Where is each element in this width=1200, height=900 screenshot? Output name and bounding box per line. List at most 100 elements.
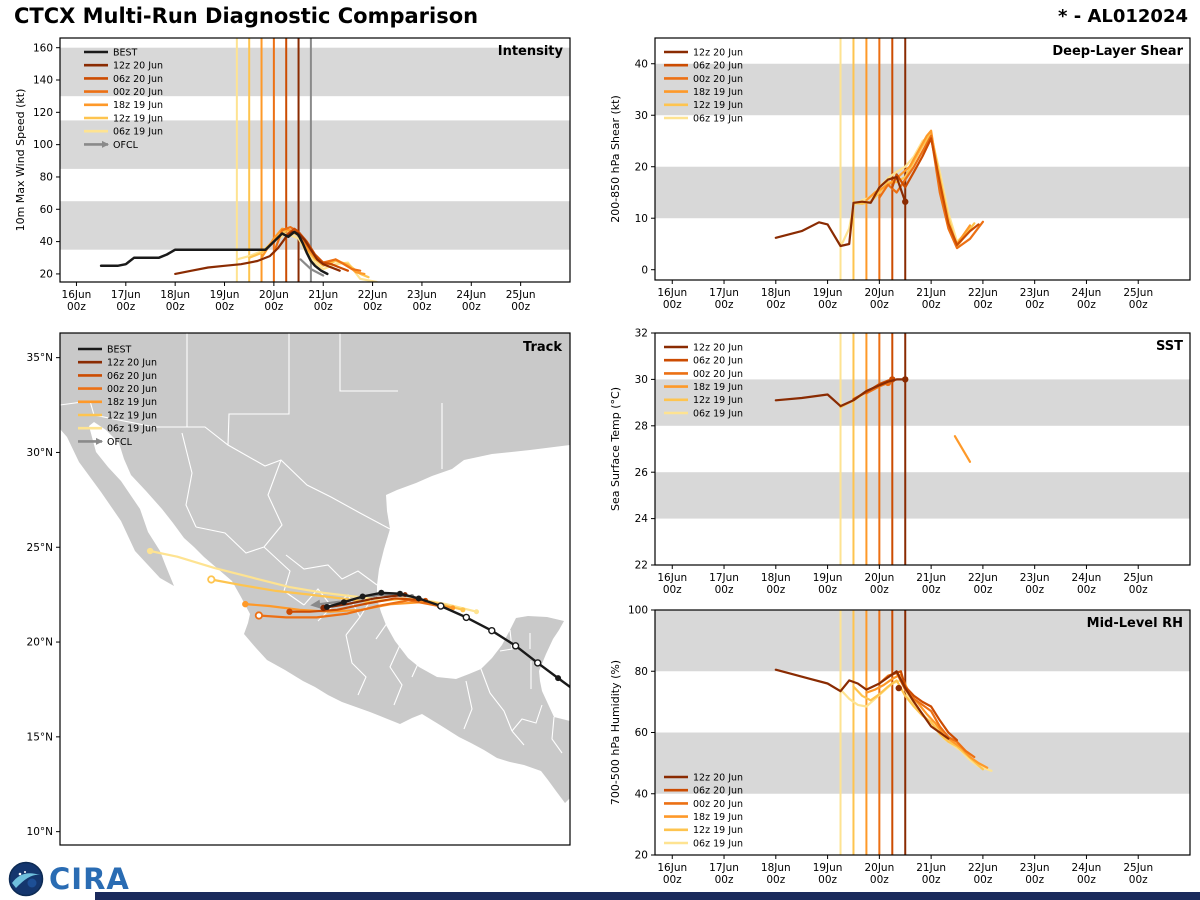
panel-rh: 16Jun00z17Jun00z18Jun00z19Jun00z20Jun00z… bbox=[609, 605, 1191, 886]
svg-text:00z: 00z bbox=[1077, 584, 1096, 596]
axes-frame bbox=[654, 37, 1191, 281]
state-border bbox=[411, 624, 423, 678]
state-border bbox=[263, 459, 283, 548]
svg-text:23Jun: 23Jun bbox=[1020, 572, 1050, 584]
svg-text:12z 19 Jun: 12z 19 Jun bbox=[693, 825, 743, 836]
svg-text:06z 20 Jun: 06z 20 Jun bbox=[693, 356, 743, 367]
svg-text:00z: 00z bbox=[766, 299, 785, 311]
svg-text:12z 20 Jun: 12z 20 Jun bbox=[693, 772, 743, 783]
svg-text:12z 19 Jun: 12z 19 Jun bbox=[693, 100, 743, 111]
rh-legend: 12z 20 Jun 06z 20 Jun 00z 20 Jun 18z 19 Jun… bbox=[664, 772, 743, 849]
svg-text:25Jun: 25Jun bbox=[1123, 572, 1153, 584]
svg-text:40: 40 bbox=[40, 236, 53, 248]
svg-text:00z: 00z bbox=[1129, 584, 1148, 596]
category-band bbox=[60, 47, 570, 97]
svg-text:120: 120 bbox=[33, 107, 53, 119]
svg-text:20: 20 bbox=[635, 161, 648, 173]
svg-text:24Jun: 24Jun bbox=[1072, 572, 1102, 584]
state-border bbox=[60, 400, 391, 530]
svg-text:21Jun: 21Jun bbox=[916, 862, 946, 874]
svg-text:35°N: 35°N bbox=[27, 352, 53, 364]
svg-text:18Jun: 18Jun bbox=[761, 862, 791, 874]
state-border bbox=[463, 680, 473, 730]
svg-text:00z: 00z bbox=[973, 874, 992, 886]
svg-text:06z 19 Jun: 06z 19 Jun bbox=[113, 127, 163, 138]
svg-text:00z: 00z bbox=[870, 584, 889, 596]
svg-text:00z: 00z bbox=[314, 301, 333, 313]
page-title: CTCX Multi-Run Diagnostic Comparison bbox=[14, 4, 479, 28]
svg-text:20Jun: 20Jun bbox=[259, 289, 289, 301]
svg-text:24: 24 bbox=[635, 513, 649, 525]
category-band bbox=[655, 379, 1190, 426]
axes-frame bbox=[654, 332, 1191, 566]
state-border bbox=[499, 629, 513, 652]
svg-text:00z: 00z bbox=[870, 874, 889, 886]
svg-text:23Jun: 23Jun bbox=[1020, 862, 1050, 874]
storm-id: * - AL012024 bbox=[1058, 6, 1188, 27]
svg-text:00z: 00z bbox=[166, 301, 185, 313]
series-ofcl bbox=[299, 258, 325, 277]
svg-text:06z 20 Jun: 06z 20 Jun bbox=[107, 371, 157, 382]
panel-title: Track bbox=[523, 340, 562, 355]
svg-text:30: 30 bbox=[635, 110, 648, 122]
svg-text:21Jun: 21Jun bbox=[916, 572, 946, 584]
svg-text:24Jun: 24Jun bbox=[456, 289, 486, 301]
svg-text:22Jun: 22Jun bbox=[968, 862, 998, 874]
sst-legend: 12z 20 Jun 06z 20 Jun 00z 20 Jun 18z 19 Jun… bbox=[664, 342, 743, 419]
panel-title: SST bbox=[1156, 339, 1183, 354]
panel-track: 35°N 30°N 25°N 20°N 15°N 10°N Track BEST 12z 20 … bbox=[27, 332, 571, 846]
panel-sst: 16Jun00z17Jun00z18Jun00z19Jun00z20Jun00z… bbox=[609, 328, 1191, 596]
svg-text:22Jun: 22Jun bbox=[968, 572, 998, 584]
panel-title: Mid-Level RH bbox=[1087, 616, 1183, 631]
svg-text:00z: 00z bbox=[363, 301, 382, 313]
svg-text:06z 20 Jun: 06z 20 Jun bbox=[693, 61, 743, 72]
svg-text:25Jun: 25Jun bbox=[1123, 287, 1153, 299]
state-border bbox=[345, 634, 367, 696]
svg-text:00z: 00z bbox=[663, 584, 682, 596]
state-border bbox=[359, 593, 391, 640]
state-border bbox=[480, 668, 513, 732]
footer-bar bbox=[95, 892, 1200, 900]
svg-text:17Jun: 17Jun bbox=[709, 287, 739, 299]
category-band bbox=[655, 63, 1190, 116]
svg-text:00z: 00z bbox=[1129, 299, 1148, 311]
panel-title: Intensity bbox=[498, 44, 564, 59]
svg-text:00z: 00z bbox=[663, 874, 682, 886]
state-border bbox=[389, 644, 403, 706]
state-border bbox=[303, 588, 333, 622]
svg-text:00z: 00z bbox=[1025, 299, 1044, 311]
svg-text:80: 80 bbox=[40, 172, 53, 184]
svg-text:OFCL: OFCL bbox=[107, 437, 133, 448]
svg-text:18z 19 Jun: 18z 19 Jun bbox=[693, 382, 743, 393]
state-border bbox=[339, 333, 398, 392]
svg-text:00z: 00z bbox=[922, 584, 941, 596]
svg-text:16Jun: 16Jun bbox=[657, 862, 687, 874]
svg-text:00z 20 Jun: 00z 20 Jun bbox=[693, 74, 743, 85]
svg-text:21Jun: 21Jun bbox=[308, 289, 338, 301]
track-legend: BEST 12z 20 Jun 06z 20 Jun 00z 20 Jun 18z 19… bbox=[78, 344, 157, 448]
svg-text:60: 60 bbox=[40, 204, 53, 216]
svg-text:18z 19 Jun: 18z 19 Jun bbox=[113, 100, 163, 111]
series-12z-20-jun bbox=[774, 378, 907, 408]
svg-text:19Jun: 19Jun bbox=[813, 862, 843, 874]
svg-text:00z: 00z bbox=[511, 301, 530, 313]
svg-text:40: 40 bbox=[635, 58, 648, 70]
category-band bbox=[655, 166, 1190, 219]
state-border bbox=[551, 716, 563, 754]
svg-text:12z 20 Jun: 12z 20 Jun bbox=[113, 61, 163, 72]
svg-text:00z: 00z bbox=[1025, 584, 1044, 596]
state-border bbox=[285, 554, 378, 586]
state-border bbox=[195, 526, 265, 554]
svg-text:00z: 00z bbox=[1129, 874, 1148, 886]
svg-text:00z: 00z bbox=[973, 584, 992, 596]
category-band bbox=[655, 472, 1190, 519]
svg-text:06z 19 Jun: 06z 19 Jun bbox=[693, 408, 743, 419]
svg-text:00z: 00z bbox=[1077, 299, 1096, 311]
series-18z-19-jun bbox=[953, 435, 972, 463]
svg-text:12z 20 Jun: 12z 20 Jun bbox=[693, 342, 743, 353]
svg-text:18Jun: 18Jun bbox=[160, 289, 190, 301]
cira-logo-text: CIRA bbox=[49, 861, 130, 896]
series-12z-19-jun bbox=[852, 679, 984, 771]
svg-text:10°N: 10°N bbox=[27, 826, 53, 838]
